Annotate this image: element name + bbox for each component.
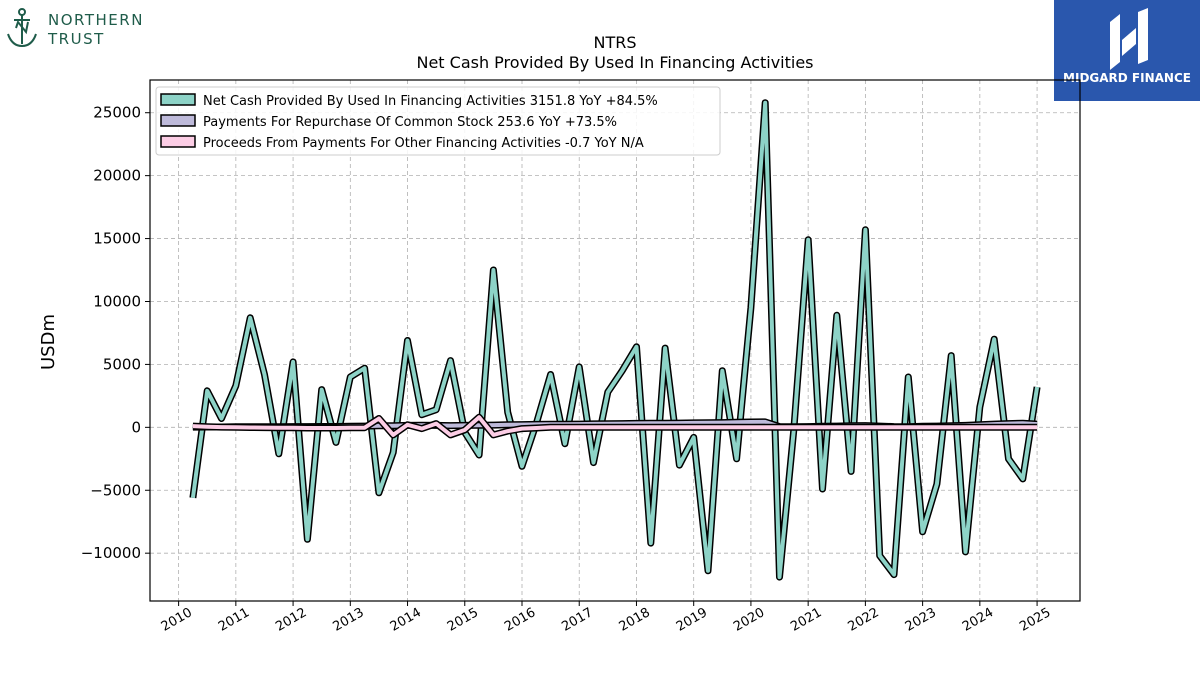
- y-axis-label: USDm: [38, 314, 59, 370]
- x-tick-label: 2011: [216, 605, 252, 635]
- series-line-1: [190, 100, 1040, 580]
- series-line-3: [192, 415, 1038, 437]
- anchor-icon: [7, 8, 37, 48]
- x-tick-label: 2019: [674, 605, 710, 635]
- midgard-emblem-icon: [1110, 8, 1148, 70]
- plot-frame: [149, 79, 1081, 602]
- y-tick-label: 15000: [93, 230, 141, 248]
- y-axis-ticks: −10000 −5000 0 5000 10000 15000 20000 25000: [81, 104, 150, 562]
- midgard-finance-logo: MIDGARD FINANCE: [1054, 0, 1200, 101]
- legend-box: [155, 86, 721, 156]
- y-tick-label: 20000: [93, 167, 141, 185]
- x-tick-label: 2025: [1017, 605, 1053, 635]
- legend-label-3: Proceeds From Payments For Other Financi…: [203, 136, 644, 151]
- x-tick-label: 2015: [445, 605, 481, 635]
- x-tick-label: 2013: [330, 605, 366, 635]
- y-tick-label: −5000: [90, 481, 141, 499]
- brand-line1: NORTHERN: [48, 11, 144, 29]
- grid-lines: [150, 80, 1080, 601]
- series-lines: [189, 99, 1041, 581]
- x-tick-label: 2018: [617, 605, 653, 635]
- x-axis-ticks: 2010 2011 2012 2013 2014 2015 2016 2017 2018 2019…: [159, 601, 1053, 635]
- legend-swatch-1: [160, 93, 196, 106]
- legend-label-2: Payments For Repurchase Of Common Stock …: [203, 115, 617, 130]
- chart-subtitle: Net Cash Provided By Used In Financing A…: [416, 53, 813, 72]
- midgard-brand-name: MIDGARD FINANCE: [1063, 71, 1191, 85]
- chart-title: NTRS: [593, 33, 636, 52]
- x-tick-label: 2023: [903, 605, 939, 635]
- x-tick-label: 2020: [731, 605, 767, 635]
- northern-trust-logo: NORTHERN TRUST: [4, 6, 164, 50]
- y-tick-label: −10000: [81, 544, 141, 562]
- x-tick-label: 2022: [846, 605, 882, 635]
- y-tick-label: 5000: [103, 355, 141, 373]
- y-tick-label: 25000: [93, 104, 141, 122]
- x-tick-label: 2012: [273, 605, 309, 635]
- y-tick-label: 10000: [93, 292, 141, 310]
- legend-label-1: Net Cash Provided By Used In Financing A…: [203, 94, 658, 109]
- y-tick-label: 0: [131, 418, 141, 436]
- legend: Net Cash Provided By Used In Financing A…: [155, 86, 721, 156]
- series-outline-1: [189, 99, 1041, 581]
- x-tick-label: 2017: [559, 605, 595, 635]
- x-tick-label: 2014: [388, 605, 424, 635]
- legend-swatch-2: [160, 114, 196, 127]
- brand-line2: TRUST: [47, 30, 105, 48]
- legend-swatch-3: [160, 135, 196, 148]
- x-tick-label: 2016: [502, 605, 538, 635]
- x-tick-label: 2021: [788, 605, 824, 635]
- x-tick-label: 2024: [960, 605, 996, 635]
- x-tick-label: 2010: [159, 605, 195, 635]
